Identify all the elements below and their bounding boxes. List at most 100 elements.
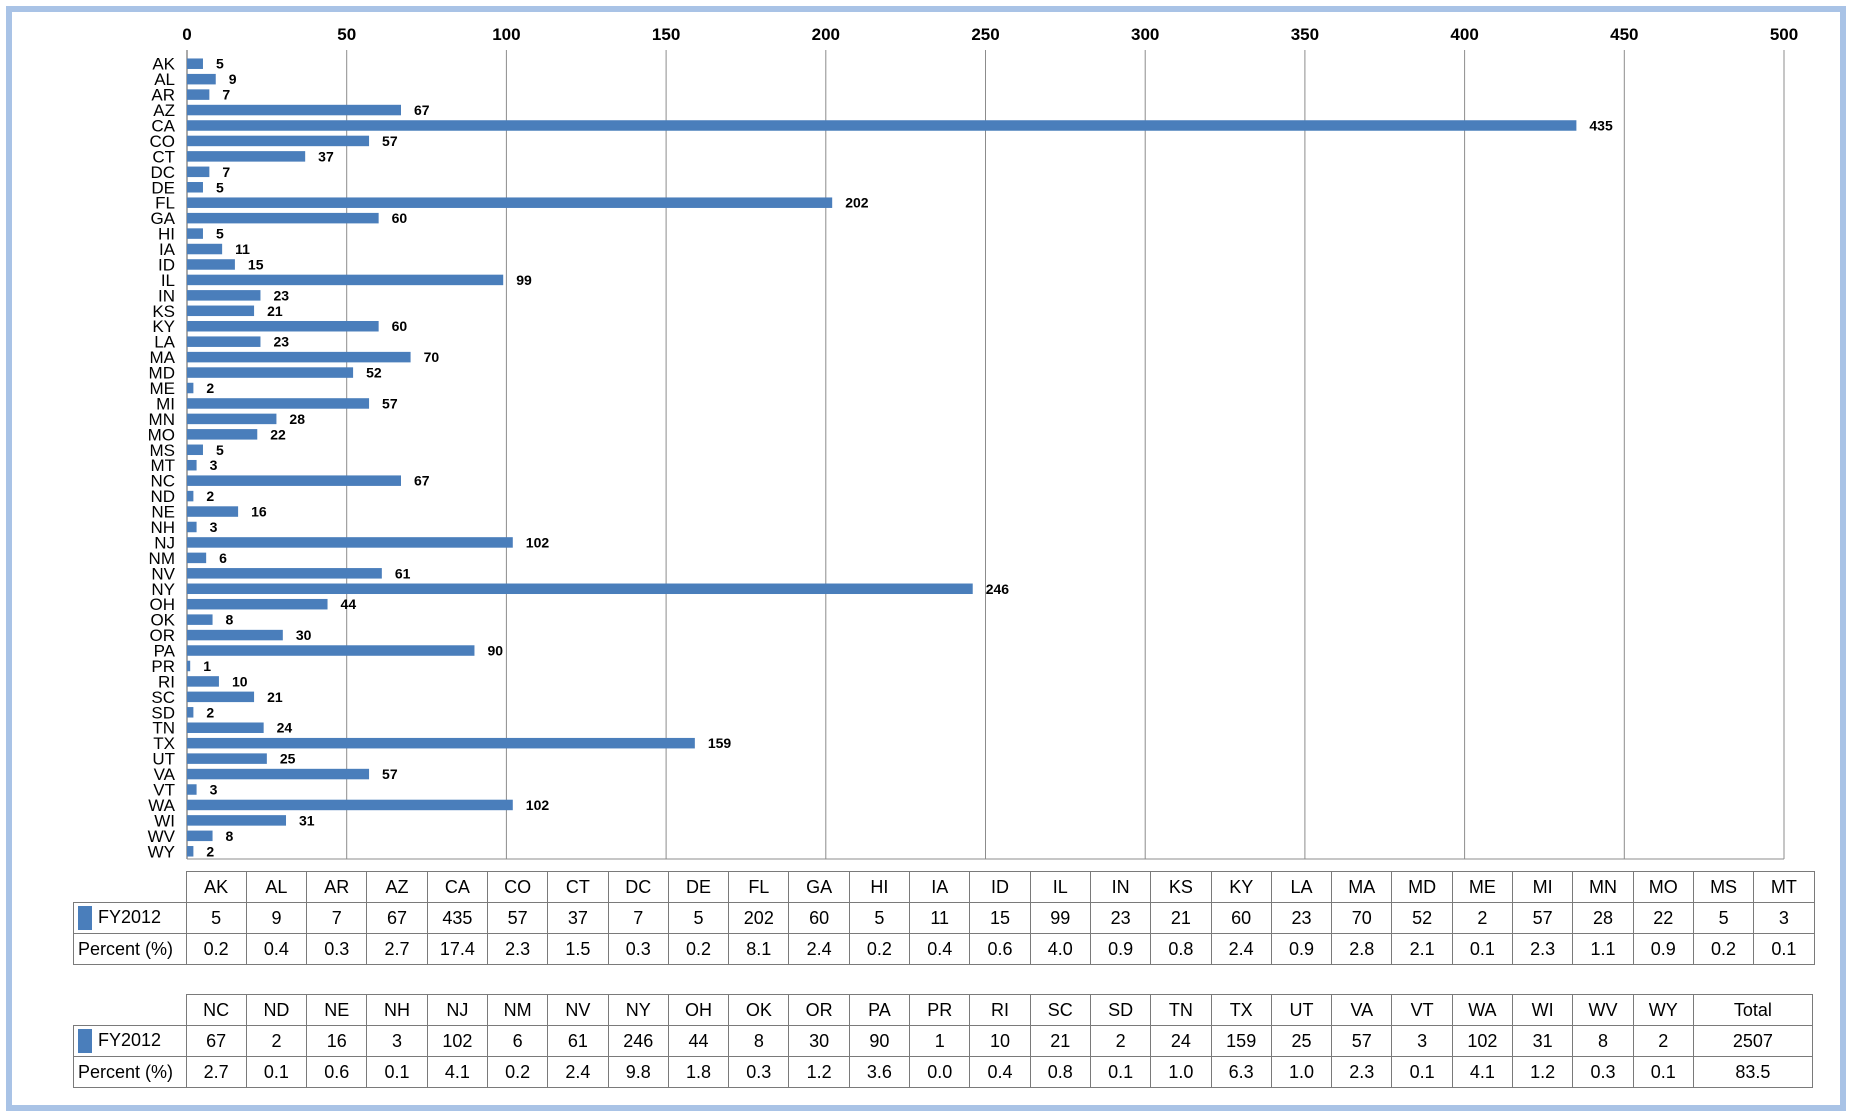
bar-nh [187, 521, 197, 533]
bar-ut [187, 753, 267, 764]
table-percent-cell: 0.8 [1150, 933, 1212, 965]
y-category-label: MA [150, 348, 176, 367]
bar-il [187, 274, 504, 286]
table-header-cell: GA [788, 871, 850, 903]
data-table-1: AK AL AR AZ CA CO CT DC DE FL GA HI IA ID IL IN KS KY LA MA… [73, 871, 1815, 965]
table-value-cell: 202 [728, 902, 790, 934]
data-label: 90 [487, 643, 503, 659]
table-header-cell: DE [667, 871, 730, 903]
table-header-cell: ID [969, 871, 1031, 903]
table-header-cell: AZ [366, 871, 428, 903]
bar-ny [187, 583, 973, 595]
y-category-label: NV [151, 564, 175, 583]
bar-tn [187, 722, 264, 733]
y-category-label: PA [154, 642, 176, 661]
table-header-cell: PR [909, 994, 971, 1026]
legend-swatch [78, 906, 92, 930]
table-percent-cell: 2.7 [366, 933, 428, 965]
y-category-label: NC [150, 472, 175, 491]
table-value-cell: 15 [969, 902, 1031, 934]
table-value-cell: 11 [909, 902, 971, 934]
table-header-cell: CA [426, 871, 488, 903]
data-table-2: NC ND NE NH NJ NM NV NY OH OK OR PA PR RI SC SD TN TX UT VA… [73, 994, 1813, 1088]
data-label: 102 [526, 797, 550, 813]
y-category-label: WV [148, 827, 176, 846]
data-label: 30 [296, 627, 312, 643]
y-category-label: NH [150, 518, 175, 537]
table-percent-cell: 0.1 [245, 1056, 308, 1088]
table-header-cell: NJ [426, 994, 488, 1026]
y-category-label: AL [154, 70, 175, 89]
bar-nj [187, 537, 513, 548]
y-category-label: UT [152, 750, 175, 769]
data-label: 102 [526, 534, 550, 550]
table-percent-cell: 0.4 [245, 933, 308, 965]
data-label: 2 [206, 488, 214, 504]
data-label: 37 [318, 148, 334, 164]
data-label: 2 [206, 704, 214, 720]
table-percent-cell: 2.4 [788, 933, 850, 965]
y-category-label: VA [154, 765, 176, 784]
data-label: 6 [219, 550, 227, 566]
bar-tx [187, 737, 695, 749]
table-header-cell: NE [306, 994, 368, 1026]
table-value-cell: 5 [185, 902, 247, 934]
table-percent-cell: 0.1 [1753, 933, 1815, 965]
table-percent-cell: 0.9 [1632, 933, 1694, 965]
data-label: 60 [392, 210, 408, 226]
data-label: 8 [226, 612, 234, 628]
table-total-value: 2507 [1692, 1025, 1813, 1057]
table-percent-cell: 0.2 [185, 933, 247, 965]
table-header-cell: UT [1270, 994, 1333, 1026]
table-value-cell: 2 [245, 1025, 308, 1057]
table-header-cell: MO [1632, 871, 1694, 903]
table-value-cell: 435 [426, 902, 488, 934]
table-value-cell: 70 [1331, 902, 1393, 934]
data-label: 61 [395, 565, 411, 581]
table-value-cell: 52 [1391, 902, 1453, 934]
bar-ak [187, 58, 203, 69]
table-value-cell: 6 [486, 1025, 549, 1057]
table-percent-cell: 0.8 [1029, 1056, 1091, 1088]
table-percent-cell: 0.6 [969, 933, 1031, 965]
bar-mt [187, 459, 197, 471]
bar-dc [187, 166, 210, 178]
table-percent-cell: 4.0 [1029, 933, 1091, 965]
data-label: 9 [229, 71, 237, 87]
bar-ct [187, 151, 306, 162]
bar-nc [187, 475, 401, 486]
table-value-cell: 90 [848, 1025, 911, 1057]
bar-al [187, 73, 216, 85]
x-tick-label: 50 [337, 25, 356, 44]
y-category-label: VT [153, 781, 175, 800]
x-tick-label: 200 [812, 25, 840, 44]
row-label-percent: Percent (%) [73, 933, 187, 965]
table-header-cell: MA [1331, 871, 1393, 903]
table-percent-cell: 0.0 [909, 1056, 971, 1088]
table-percent-cell: 1.2 [788, 1056, 850, 1088]
y-category-label: MO [148, 425, 175, 444]
bar-pr [187, 660, 191, 672]
table-header-cell: IA [909, 871, 971, 903]
data-label: 67 [414, 473, 430, 489]
table-value-cell: 31 [1512, 1025, 1574, 1057]
data-label: 22 [270, 426, 286, 442]
table-header-cell: ME [1451, 871, 1514, 903]
y-category-label: ND [150, 487, 175, 506]
table-header-cell: KS [1150, 871, 1212, 903]
data-label: 7 [222, 87, 230, 103]
legend-swatch [78, 1029, 92, 1053]
table-value-cell: 21 [1029, 1025, 1091, 1057]
y-category-label: DE [151, 178, 175, 197]
table-percent-cell: 2.4 [547, 1056, 609, 1088]
y-category-label: IL [161, 271, 175, 290]
table-value-cell: 57 [1331, 1025, 1393, 1057]
bar-mo [187, 429, 258, 440]
bar-hi [187, 228, 203, 239]
data-label: 28 [289, 411, 305, 427]
table-value-cell: 28 [1572, 902, 1634, 934]
table-percent-cell: 1.0 [1150, 1056, 1212, 1088]
table-value-cell: 8 [728, 1025, 790, 1057]
table-percent-cell: 0.1 [1089, 1056, 1152, 1088]
table-value-cell: 102 [426, 1025, 488, 1057]
